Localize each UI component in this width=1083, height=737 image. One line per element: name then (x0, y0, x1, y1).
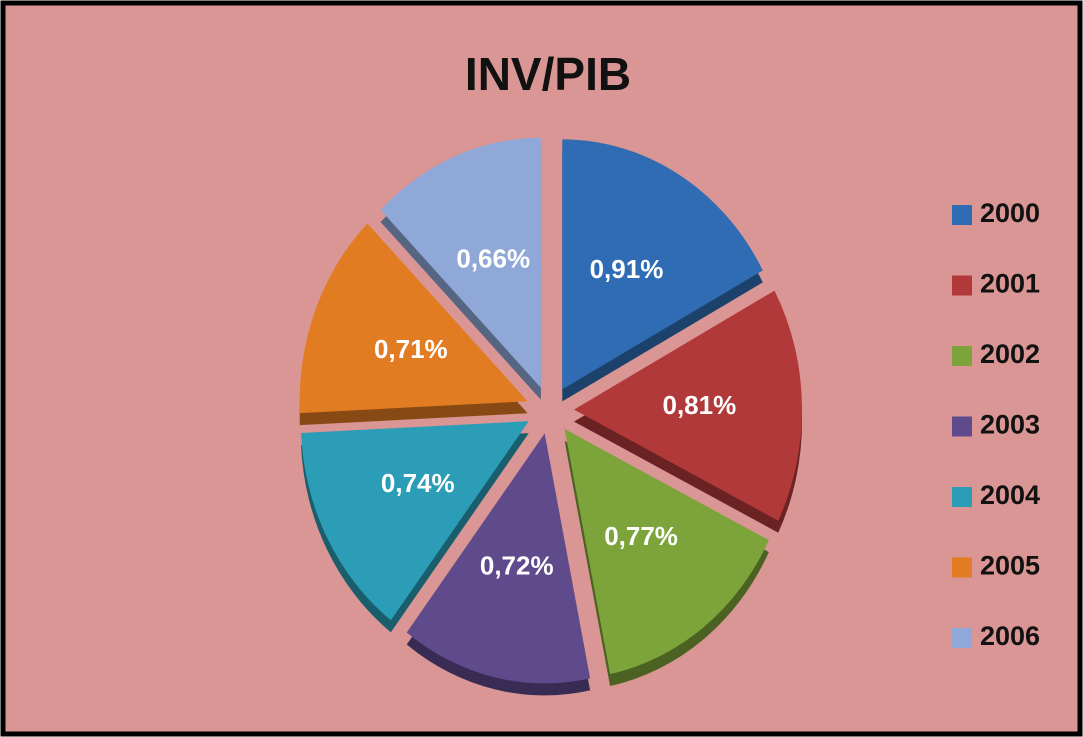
legend-swatch (952, 487, 972, 507)
data-label: 0,72% (480, 550, 554, 580)
pie-slice (380, 137, 541, 388)
legend-label: 2006 (980, 621, 1040, 651)
data-label: 0,66% (456, 243, 530, 273)
data-label: 0,77% (604, 521, 678, 551)
legend-swatch (952, 628, 972, 648)
data-label: 0,74% (381, 468, 455, 498)
pie-slice (406, 433, 591, 684)
legend-label: 2000 (980, 198, 1040, 228)
pie-slice (573, 290, 802, 521)
pie-slice (564, 429, 769, 675)
legend-swatch (952, 275, 972, 296)
legend-label: 2005 (980, 551, 1040, 581)
pie-slice (562, 139, 763, 390)
legend-swatch (952, 416, 972, 437)
data-label: 0,71% (374, 334, 448, 364)
legend-label: 2004 (980, 480, 1040, 510)
chart-title: INV/PIB (465, 48, 631, 100)
data-label: 0,91% (590, 254, 664, 284)
legend-swatch (952, 557, 972, 578)
legend-label: 2001 (980, 269, 1040, 299)
legend-swatch (952, 346, 972, 366)
legend-label: 2003 (980, 410, 1040, 440)
legend-swatch (952, 205, 972, 225)
pie-slice (299, 223, 528, 414)
data-label: 0,81% (663, 390, 737, 420)
legend-label: 2002 (980, 339, 1040, 369)
pie-slice (301, 421, 529, 621)
